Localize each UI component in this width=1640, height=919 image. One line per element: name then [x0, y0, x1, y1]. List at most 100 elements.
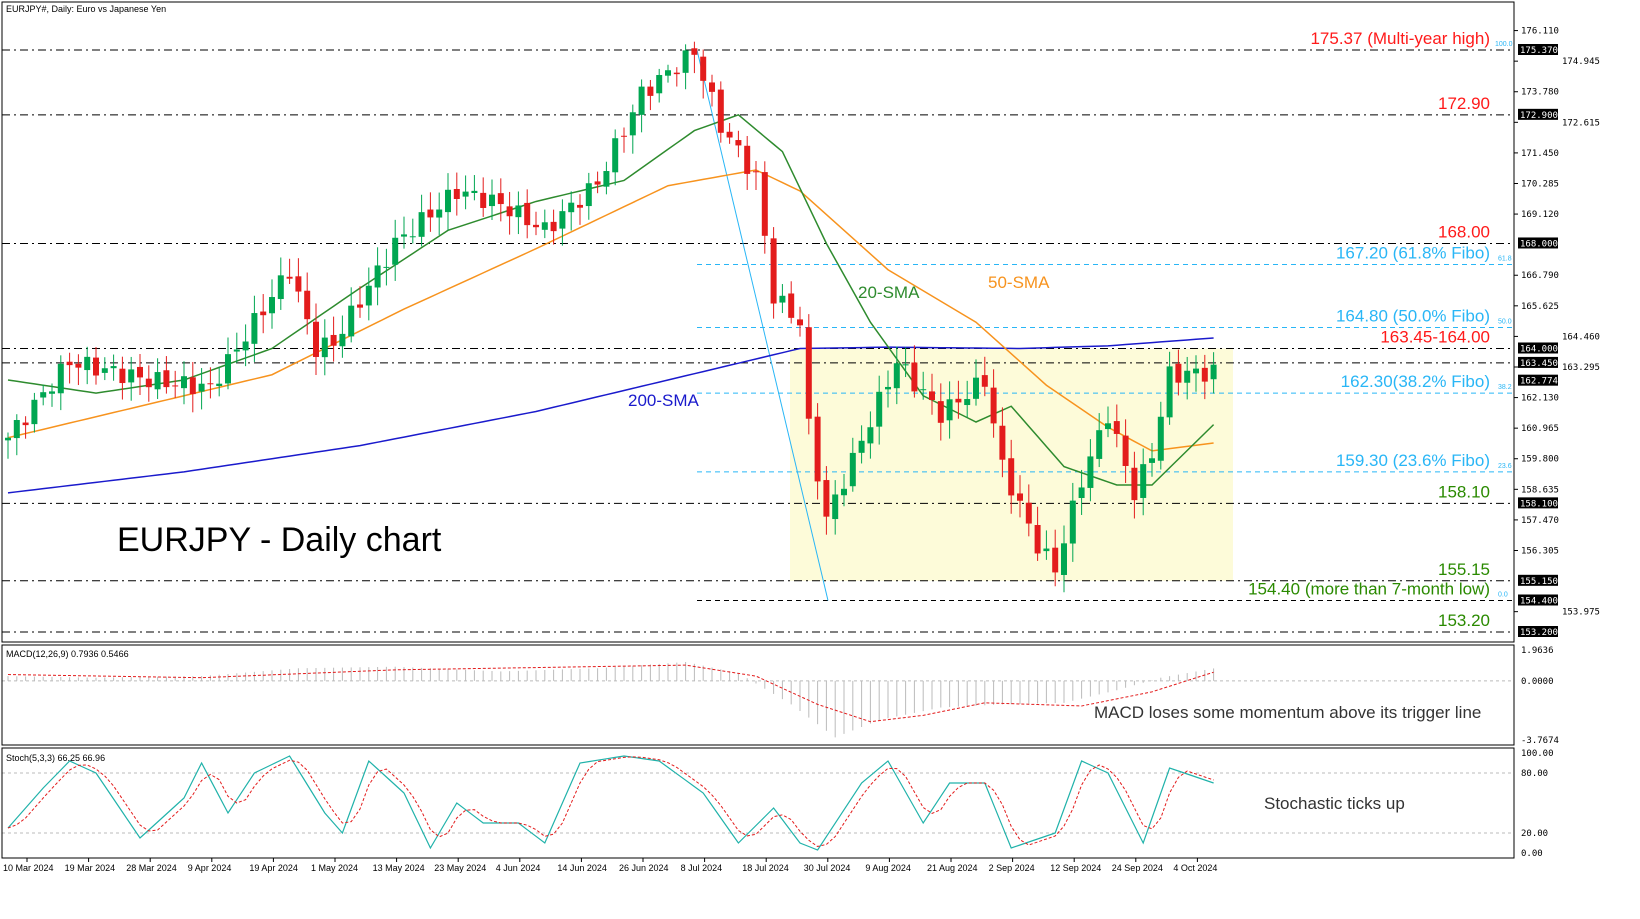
candle-body [269, 297, 275, 314]
candle-body [770, 238, 777, 304]
date-tick-label: 4 Oct 2024 [1173, 863, 1217, 873]
macd-signal-line [7, 664, 1214, 723]
price-tag-label: 168.000 [1520, 239, 1558, 249]
candle-body [181, 376, 187, 389]
date-tick-label: 18 Jul 2024 [742, 863, 789, 873]
candle-body [717, 89, 724, 133]
candle-body [409, 236, 416, 238]
candle-body [849, 452, 856, 487]
candle-body [700, 56, 707, 81]
candle-body [612, 138, 619, 173]
candle-body [480, 192, 487, 208]
date-tick-label: 9 Apr 2024 [188, 863, 232, 873]
candle-body [49, 391, 55, 394]
sma50-line [7, 169, 1214, 452]
price-tag-label: 162.774 [1520, 377, 1558, 387]
level-label: 158.10 [1438, 482, 1490, 501]
candle-body [1193, 368, 1199, 374]
candle-body [321, 337, 328, 358]
candle-body [277, 275, 284, 300]
sma200-label: 200-SMA [628, 391, 700, 410]
price-tag-label: 164.000 [1520, 344, 1558, 354]
candle-body [93, 357, 99, 376]
date-tick-label: 8 Jul 2024 [681, 863, 723, 873]
price-tag [1518, 594, 1558, 606]
sma200-line [7, 337, 1214, 494]
candle-body [57, 363, 64, 394]
candle-body [1131, 467, 1138, 501]
candle-body [779, 295, 786, 303]
candle-body [40, 392, 47, 398]
date-tick-label: 28 Mar 2024 [126, 863, 177, 873]
candle-body [841, 488, 847, 496]
candle-body [893, 363, 900, 389]
candle-body [101, 368, 108, 373]
candle-body [876, 391, 883, 427]
level-label: 172.90 [1438, 94, 1490, 113]
macd-panel-frame [1, 644, 1515, 746]
price-tick-label: 163.295 [1562, 363, 1600, 373]
date-tick-label: 13 May 2024 [373, 863, 425, 873]
candle-body [471, 190, 478, 194]
candle-body [585, 183, 592, 207]
date-tick-label: 19 Mar 2024 [65, 863, 116, 873]
candle-body [981, 375, 988, 387]
price-tag-label: 154.400 [1520, 596, 1558, 606]
candle-body [902, 364, 909, 366]
candle-body [990, 387, 997, 424]
level-label: 162.30(38.2% Fibo) [1341, 372, 1490, 391]
candle-body [348, 305, 355, 337]
candle-body [365, 285, 372, 306]
candle-body [427, 209, 434, 218]
price-tag-label: 153.200 [1520, 628, 1558, 638]
candle-body [858, 440, 865, 453]
candle-body [1105, 423, 1111, 430]
candle-body [110, 366, 117, 369]
candle-body [1008, 458, 1015, 496]
candle-body [603, 171, 610, 187]
candle-body [401, 234, 407, 237]
symbol-title: EURJPY#, Daily: Euro vs Japanese Yen [6, 4, 166, 14]
candle-body [1113, 421, 1120, 434]
sma20-line [7, 113, 1215, 486]
price-tag [1518, 356, 1558, 368]
stoch-tick-label: 20.00 [1521, 829, 1548, 839]
candle-body [999, 425, 1006, 460]
candle-body [665, 70, 671, 76]
candle-body [374, 265, 381, 288]
level-label: 154.40 (more than 7-month low) [1248, 579, 1490, 598]
price-tick-label: 171.450 [1521, 149, 1559, 159]
date-tick-label: 9 Aug 2024 [865, 863, 911, 873]
date-tick-label: 24 Sep 2024 [1112, 863, 1163, 873]
candle-body [885, 386, 891, 390]
candle-body [357, 304, 363, 308]
date-tick-label: 23 May 2024 [434, 863, 486, 873]
candle-body [744, 145, 751, 174]
candle-body [295, 276, 302, 292]
candle-body [31, 399, 38, 425]
candle-body [418, 212, 425, 237]
date-tick-label: 14 Jun 2024 [557, 863, 607, 873]
candle-body [515, 205, 522, 218]
date-tick-label: 30 Jul 2024 [804, 863, 851, 873]
candle-body [832, 494, 839, 520]
candle-body [145, 378, 152, 388]
candle-body [242, 341, 249, 351]
candle-body [251, 313, 258, 344]
macd-tick-label: 1.9636 [1521, 646, 1554, 656]
candle-body [577, 204, 583, 208]
candle-body [436, 209, 443, 218]
candle-body [392, 237, 399, 265]
candle-body [1078, 487, 1085, 499]
price-tick-label: 156.305 [1521, 546, 1559, 556]
date-tick-label: 1 May 2024 [311, 863, 358, 873]
candle-body [260, 311, 267, 316]
candle-body [955, 398, 962, 403]
price-tag [1518, 237, 1558, 249]
candle-body [339, 333, 346, 347]
candle-body [533, 224, 539, 228]
candle-body [673, 72, 680, 75]
macd-label: MACD(12,26,9) 0.7936 0.5466 [6, 649, 129, 659]
